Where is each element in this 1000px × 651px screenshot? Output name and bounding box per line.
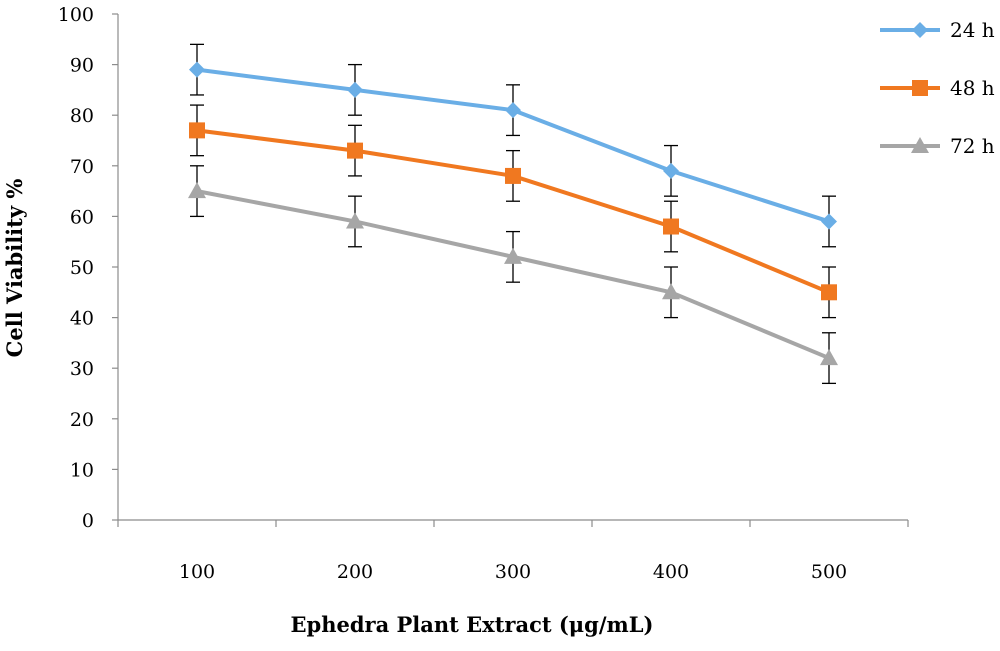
series-72-h	[188, 165, 838, 385]
x-tick-label: 400	[653, 561, 689, 583]
data-point	[820, 349, 838, 366]
y-tick-label: 60	[70, 206, 94, 228]
data-point	[346, 212, 364, 229]
y-tick-label: 50	[70, 257, 94, 279]
data-point	[662, 283, 680, 300]
y-tick-label: 100	[58, 4, 94, 26]
data-point	[347, 81, 363, 98]
data-point	[505, 167, 521, 184]
x-tick-label: 200	[337, 561, 373, 583]
data-point	[821, 213, 837, 230]
x-tick-label: 500	[811, 561, 847, 583]
y-tick-label: 0	[82, 510, 94, 532]
legend-label: 48 h	[950, 76, 995, 100]
y-tick-labels: 0 10 20 30 40 50 60 70 80 90 100	[58, 4, 94, 532]
data-point	[504, 247, 522, 264]
x-tick-label: 100	[179, 561, 215, 583]
data-point	[189, 61, 205, 78]
y-tick-label: 30	[70, 358, 94, 380]
y-tick-label: 10	[70, 459, 94, 481]
series-layer	[188, 43, 838, 385]
y-tick-label: 40	[70, 308, 94, 330]
legend-label: 72 h	[950, 134, 995, 158]
x-tick-labels: 100 200 300 400 500	[179, 561, 847, 583]
legend-marker	[912, 22, 928, 38]
series-24-h	[189, 43, 837, 248]
y-tick-label: 80	[70, 105, 94, 127]
x-tick-label: 300	[495, 561, 531, 583]
legend-item-24-h: 24 h	[880, 18, 995, 42]
legend-item-48-h: 48 h	[880, 76, 995, 100]
data-point	[663, 162, 679, 179]
legend-marker	[912, 80, 928, 96]
y-tick-label: 90	[70, 55, 94, 77]
data-point	[347, 142, 363, 159]
y-axis-title: Cell Viability %	[2, 179, 27, 358]
y-tick-label: 70	[70, 156, 94, 178]
data-point	[663, 218, 679, 235]
legend-label: 24 h	[950, 18, 995, 42]
data-point	[505, 102, 521, 119]
data-point	[189, 122, 205, 139]
series-48-h	[189, 104, 837, 319]
legend-item-72-h: 72 h	[880, 134, 995, 158]
data-point	[188, 182, 206, 199]
legend: 24 h 48 h 72 h	[880, 18, 995, 158]
axes	[112, 13, 909, 527]
y-tick-label: 20	[70, 409, 94, 431]
data-point	[821, 284, 837, 301]
x-axis-title: Ephedra Plant Extract (μg/mL)	[291, 612, 654, 637]
legend-marker	[911, 137, 929, 153]
